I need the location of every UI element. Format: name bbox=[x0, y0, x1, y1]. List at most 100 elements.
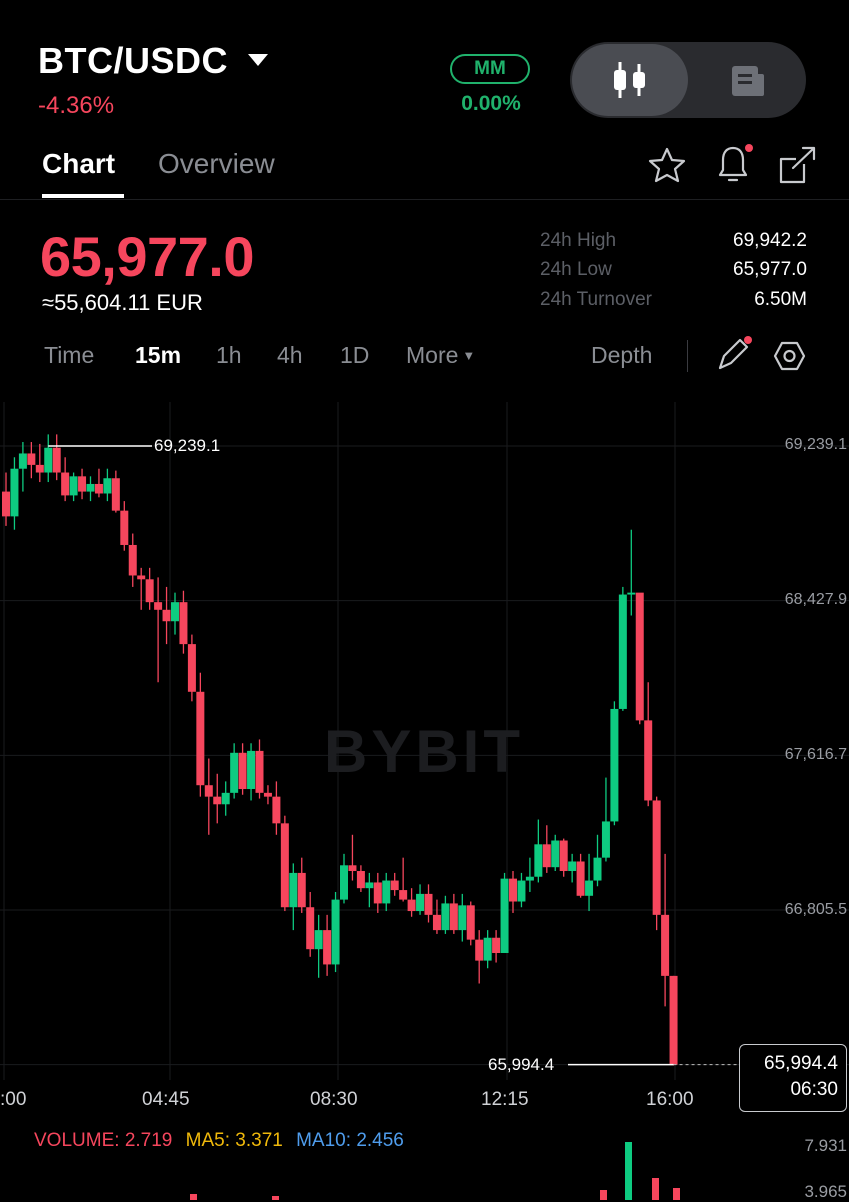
stat-label-low: 24h Low bbox=[540, 259, 612, 280]
candle-body bbox=[196, 691, 205, 786]
candle-body bbox=[424, 893, 433, 915]
volume-bar bbox=[600, 1190, 607, 1200]
timeframe-time[interactable]: Time bbox=[44, 342, 95, 368]
candle-body bbox=[145, 579, 154, 603]
candle-body bbox=[44, 447, 53, 473]
candle-body bbox=[179, 602, 188, 645]
mm-badge[interactable]: MM bbox=[450, 54, 530, 84]
candle-body bbox=[263, 792, 272, 797]
volume-bar bbox=[625, 1142, 632, 1200]
candles bbox=[2, 434, 678, 1066]
candle-body bbox=[644, 720, 653, 801]
volume-bar bbox=[190, 1194, 197, 1200]
candle-body bbox=[627, 592, 636, 595]
candle-countdown: 06:30 bbox=[790, 1079, 838, 1100]
pair-title[interactable]: BTC/USDC bbox=[38, 40, 228, 81]
candle-body bbox=[297, 872, 306, 908]
candle-body bbox=[483, 937, 492, 961]
volume-bar bbox=[272, 1196, 279, 1200]
candle-body bbox=[213, 796, 222, 805]
candle-body bbox=[323, 930, 332, 965]
candle-body bbox=[314, 930, 323, 950]
header-divider bbox=[0, 199, 849, 200]
candle-body bbox=[525, 876, 534, 881]
stat-value-high: 69,942.2 bbox=[733, 230, 807, 251]
candle-body bbox=[661, 914, 670, 976]
candle-body bbox=[652, 800, 661, 915]
candle-body bbox=[432, 914, 441, 931]
candle-body bbox=[449, 903, 458, 931]
candle-body bbox=[356, 871, 365, 889]
ma10-label: MA10 bbox=[296, 1130, 346, 1151]
more-caret-icon: ▼ bbox=[462, 348, 476, 363]
timeframe-more[interactable]: More ▼ bbox=[406, 342, 475, 369]
candle-body bbox=[610, 708, 619, 822]
stat-value-low: 65,977.0 bbox=[733, 259, 807, 280]
volume-bar bbox=[673, 1188, 680, 1200]
timeframe-15m[interactable]: 15m bbox=[135, 342, 182, 368]
info-view-button[interactable] bbox=[690, 44, 804, 116]
candle-body bbox=[69, 476, 78, 496]
depth-button[interactable]: Depth bbox=[591, 342, 653, 368]
candle-body bbox=[382, 880, 391, 904]
time-axis-tick: 04:45 bbox=[142, 1089, 190, 1110]
timeframe-1h[interactable]: 1h bbox=[216, 342, 242, 368]
candle-body bbox=[289, 872, 298, 908]
toolbar-separator bbox=[687, 340, 688, 372]
candle-body bbox=[61, 472, 70, 496]
candle-body bbox=[348, 865, 357, 872]
candle-body bbox=[542, 844, 551, 868]
tab-overview[interactable]: Overview bbox=[158, 148, 275, 179]
candle-body bbox=[78, 476, 87, 492]
candle-body bbox=[204, 785, 213, 797]
timeframe-4h[interactable]: 4h bbox=[277, 342, 303, 368]
candlestick-icon bbox=[614, 62, 645, 98]
volume-label: VOLUME bbox=[34, 1130, 115, 1151]
candle-body bbox=[669, 975, 678, 1065]
last-price: 65,977.0 bbox=[40, 225, 254, 288]
candle-body bbox=[128, 544, 137, 576]
candle-body bbox=[534, 844, 543, 877]
volume-bar bbox=[652, 1178, 659, 1200]
candle-view-button[interactable] bbox=[572, 44, 688, 116]
candle-body bbox=[331, 899, 340, 965]
fiat-equivalent: ≈55,604.11 EUR bbox=[42, 290, 203, 315]
candle-body bbox=[365, 882, 374, 889]
candle-body bbox=[492, 937, 501, 953]
tab-chart[interactable]: Chart bbox=[42, 148, 116, 179]
candle-body bbox=[585, 880, 594, 896]
candle-body bbox=[416, 893, 425, 912]
time-axis-tick: 16:00 bbox=[646, 1089, 694, 1110]
candle-body bbox=[154, 602, 163, 610]
candle-body bbox=[441, 903, 450, 931]
candle-body bbox=[137, 575, 146, 580]
candle-body bbox=[103, 478, 112, 494]
candle-body bbox=[111, 478, 120, 511]
candle-body bbox=[230, 752, 239, 793]
candle-body bbox=[466, 905, 475, 940]
candle-body bbox=[280, 823, 289, 908]
candle-body bbox=[18, 453, 27, 469]
candle-body bbox=[509, 878, 517, 902]
candle-body bbox=[272, 796, 281, 824]
more-label: More bbox=[406, 342, 459, 368]
mm-value: 0.00% bbox=[461, 92, 521, 115]
chart-markers bbox=[48, 445, 739, 1066]
candle-body bbox=[162, 609, 171, 622]
tab-chart-underline bbox=[42, 194, 124, 198]
pair-dropdown-caret-icon[interactable] bbox=[248, 54, 268, 66]
high-marker-label: 69,239.1 bbox=[154, 436, 221, 455]
candle-body bbox=[171, 602, 179, 622]
candle-body bbox=[601, 821, 610, 858]
candle-body bbox=[52, 447, 61, 473]
ma5-value: 3.371 bbox=[235, 1130, 283, 1151]
candle-body bbox=[10, 468, 19, 517]
timeframe-1d[interactable]: 1D bbox=[340, 342, 370, 368]
candle-body bbox=[517, 880, 526, 902]
low-marker-label: 65,994.4 bbox=[488, 1055, 555, 1074]
candle-body bbox=[94, 483, 103, 494]
candle-body bbox=[576, 861, 585, 896]
candle-body bbox=[618, 594, 627, 709]
price-axis-tick: 68,427.9 bbox=[784, 591, 847, 608]
